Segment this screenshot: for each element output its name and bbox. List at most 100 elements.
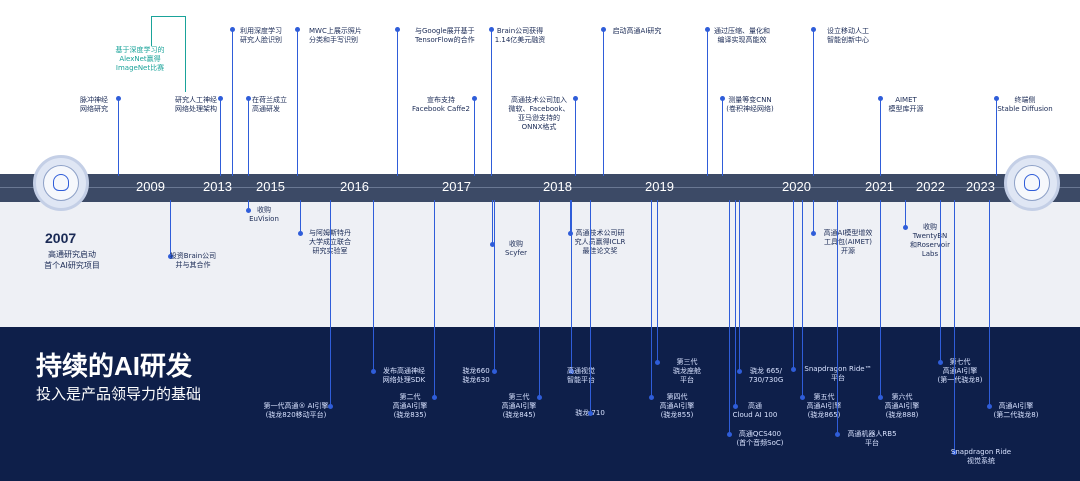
middle-area [0, 202, 1080, 327]
bottom-event-label: Snapdragon Ride™ 平台 [798, 365, 878, 383]
bottom-event-connector [571, 200, 572, 371]
bottom-event-connector-dot [649, 395, 654, 400]
event-line: 高通视觉 [567, 367, 595, 375]
year-label-2022: 2022 [916, 179, 945, 194]
event-line: 智能平台 [567, 376, 595, 384]
event-line: Scyfer [504, 249, 528, 257]
top-event-label: MWC上展示照片 分类和手写识别 [309, 27, 362, 45]
bottom-event-connector [989, 200, 990, 406]
top-event-label: 宣布支持 Facebook Caffe2 [401, 96, 481, 114]
year-label-2023: 2023 [966, 179, 995, 194]
top-event-label: Brain公司获得 1.14亿美元融资 [480, 27, 560, 45]
event-line: 网络处理SDK [382, 376, 426, 384]
bottom-event-connector-dot [371, 369, 376, 374]
bottom-event-connector [735, 200, 736, 406]
bottom-event-label: 第四代 高通AI引擎 (骁龙855) [637, 393, 717, 420]
mid-event-label: 高通AI模型增效 工具包(AIMET) 开源 [808, 229, 888, 256]
event-line: 第二代 [399, 393, 421, 401]
event-line: 高通AI模型增效 [823, 229, 873, 237]
event-line: (第二代骁龙8) [993, 411, 1039, 419]
top-event-connector [880, 98, 881, 176]
bottom-event-connector [434, 200, 435, 397]
event-line: (骁龙855) [660, 411, 694, 419]
brain-chip-icon-right [1004, 155, 1060, 211]
event-line: 和Roservoir [910, 241, 950, 249]
event-line: 第五代 [813, 393, 835, 401]
start-line-1: 高通研究启动 [48, 250, 96, 259]
event-line: Stable Diffusion [997, 105, 1053, 113]
mid-event-connector-dot [298, 231, 303, 236]
top-event-connector [220, 98, 221, 176]
event-line: 网络处理架构 [175, 105, 217, 113]
top-event-label: 在荷兰成立 高通研发 [252, 96, 287, 114]
event-line: 平台 [865, 439, 879, 447]
top-event-connector [297, 29, 298, 176]
event-line: (骁龙865) [807, 411, 841, 419]
bottom-event-label: 高通机器人RB5 平台 [832, 430, 912, 448]
event-line: 微软、Facebook、 [508, 105, 570, 113]
event-line: (第一代骁龙8) [937, 376, 983, 384]
event-line: 基于深度学习的 [115, 46, 165, 54]
event-line: 智能创新中心 [827, 36, 869, 44]
bottom-event-label: 高通QCS400 (首个音频SoC) [720, 430, 800, 448]
event-line: 亚马逊支持的 [518, 114, 560, 122]
event-line: 视觉系统 [967, 457, 995, 465]
top-event-connector-dot [601, 27, 606, 32]
top-event-connector-dot [811, 27, 816, 32]
mid-event-connector-dot [811, 231, 816, 236]
event-line: 第六代 [891, 393, 913, 401]
event-line: EuVision [249, 215, 279, 223]
top-event-label: 设立移动人工 智能创新中心 [808, 27, 888, 45]
bottom-event-label: 第六代 高通AI引擎 (骁龙888) [862, 393, 942, 420]
bottom-event-connector-dot [727, 432, 732, 437]
bottom-event-label: 第三代 骁龙座舱 平台 [647, 358, 727, 385]
mid-event-label: 收购 TwentyBN 和Roservoir Labs [890, 223, 970, 259]
top-event-connector-dot [472, 96, 477, 101]
bottom-event-connector-dot [800, 395, 805, 400]
top-event-label: 与Google展开基于 TensorFlow的合作 [415, 27, 475, 45]
top-event-connector [248, 98, 249, 176]
top-event-label: AIMET 模型库开源 [866, 96, 946, 114]
bottom-event-label: 发布高通神经 网络处理SDK [364, 367, 444, 385]
event-line: 通过压缩、量化和 [714, 27, 770, 35]
bottom-event-label: 骁龙 665/730/730G [726, 367, 806, 385]
mid-event-connector [170, 200, 171, 256]
top-event-connector-dot [573, 96, 578, 101]
event-line: 模型库开源 [888, 105, 924, 113]
bottom-event-connector [330, 200, 331, 406]
start-caption: 高通研究启动 首个AI研究项目 [32, 249, 112, 271]
top-event-label: 脉冲神经 网络研究 [54, 96, 134, 114]
event-line: ImageNet比赛 [115, 64, 165, 72]
event-line: 骁龙 665/ [750, 367, 782, 375]
event-line: 第三代 [508, 393, 530, 401]
mid-event-connector [300, 200, 301, 233]
top-event-connector-dot [878, 96, 883, 101]
event-line: 投资Brain公司 [169, 252, 217, 260]
bottom-event-connector-dot [987, 404, 992, 409]
bottom-event-label: 高通AI引擎 (第二代骁龙8) [976, 402, 1056, 420]
event-line: 高通AI引擎 [806, 402, 842, 410]
event-line: AIMET [895, 96, 917, 104]
event-line: 高通技术公司研 [575, 229, 625, 237]
event-line: 骁龙630 [462, 376, 490, 384]
bottom-event-connector-dot [537, 395, 542, 400]
event-line: 收购 [923, 223, 937, 231]
bottom-event-connector [729, 200, 730, 434]
event-line: AlexNet赢得 [119, 55, 161, 63]
bottom-event-connector-dot [733, 404, 738, 409]
event-line: 第七代 [949, 358, 971, 366]
bottom-event-connector-dot [791, 367, 796, 372]
mid-event-connector [905, 200, 906, 227]
year-label-2015: 2015 [256, 179, 285, 194]
bottom-event-connector-dot [328, 404, 333, 409]
brain-chip-icon-left [33, 155, 89, 211]
event-line: 发布高通神经 [383, 367, 425, 375]
event-line: 并与其合作 [175, 261, 211, 269]
bottom-event-label: 骁龙660 骁龙630 [436, 367, 516, 385]
event-line: 研究人脸识别 [240, 36, 282, 44]
top-event-label: 测量等变CNN (卷积神经网络) [710, 96, 790, 114]
event-line: 高通 [748, 402, 762, 410]
event-line: MWC上展示照片 [309, 27, 362, 35]
bottom-event-connector [954, 200, 955, 452]
start-year: 2007 [45, 230, 77, 246]
